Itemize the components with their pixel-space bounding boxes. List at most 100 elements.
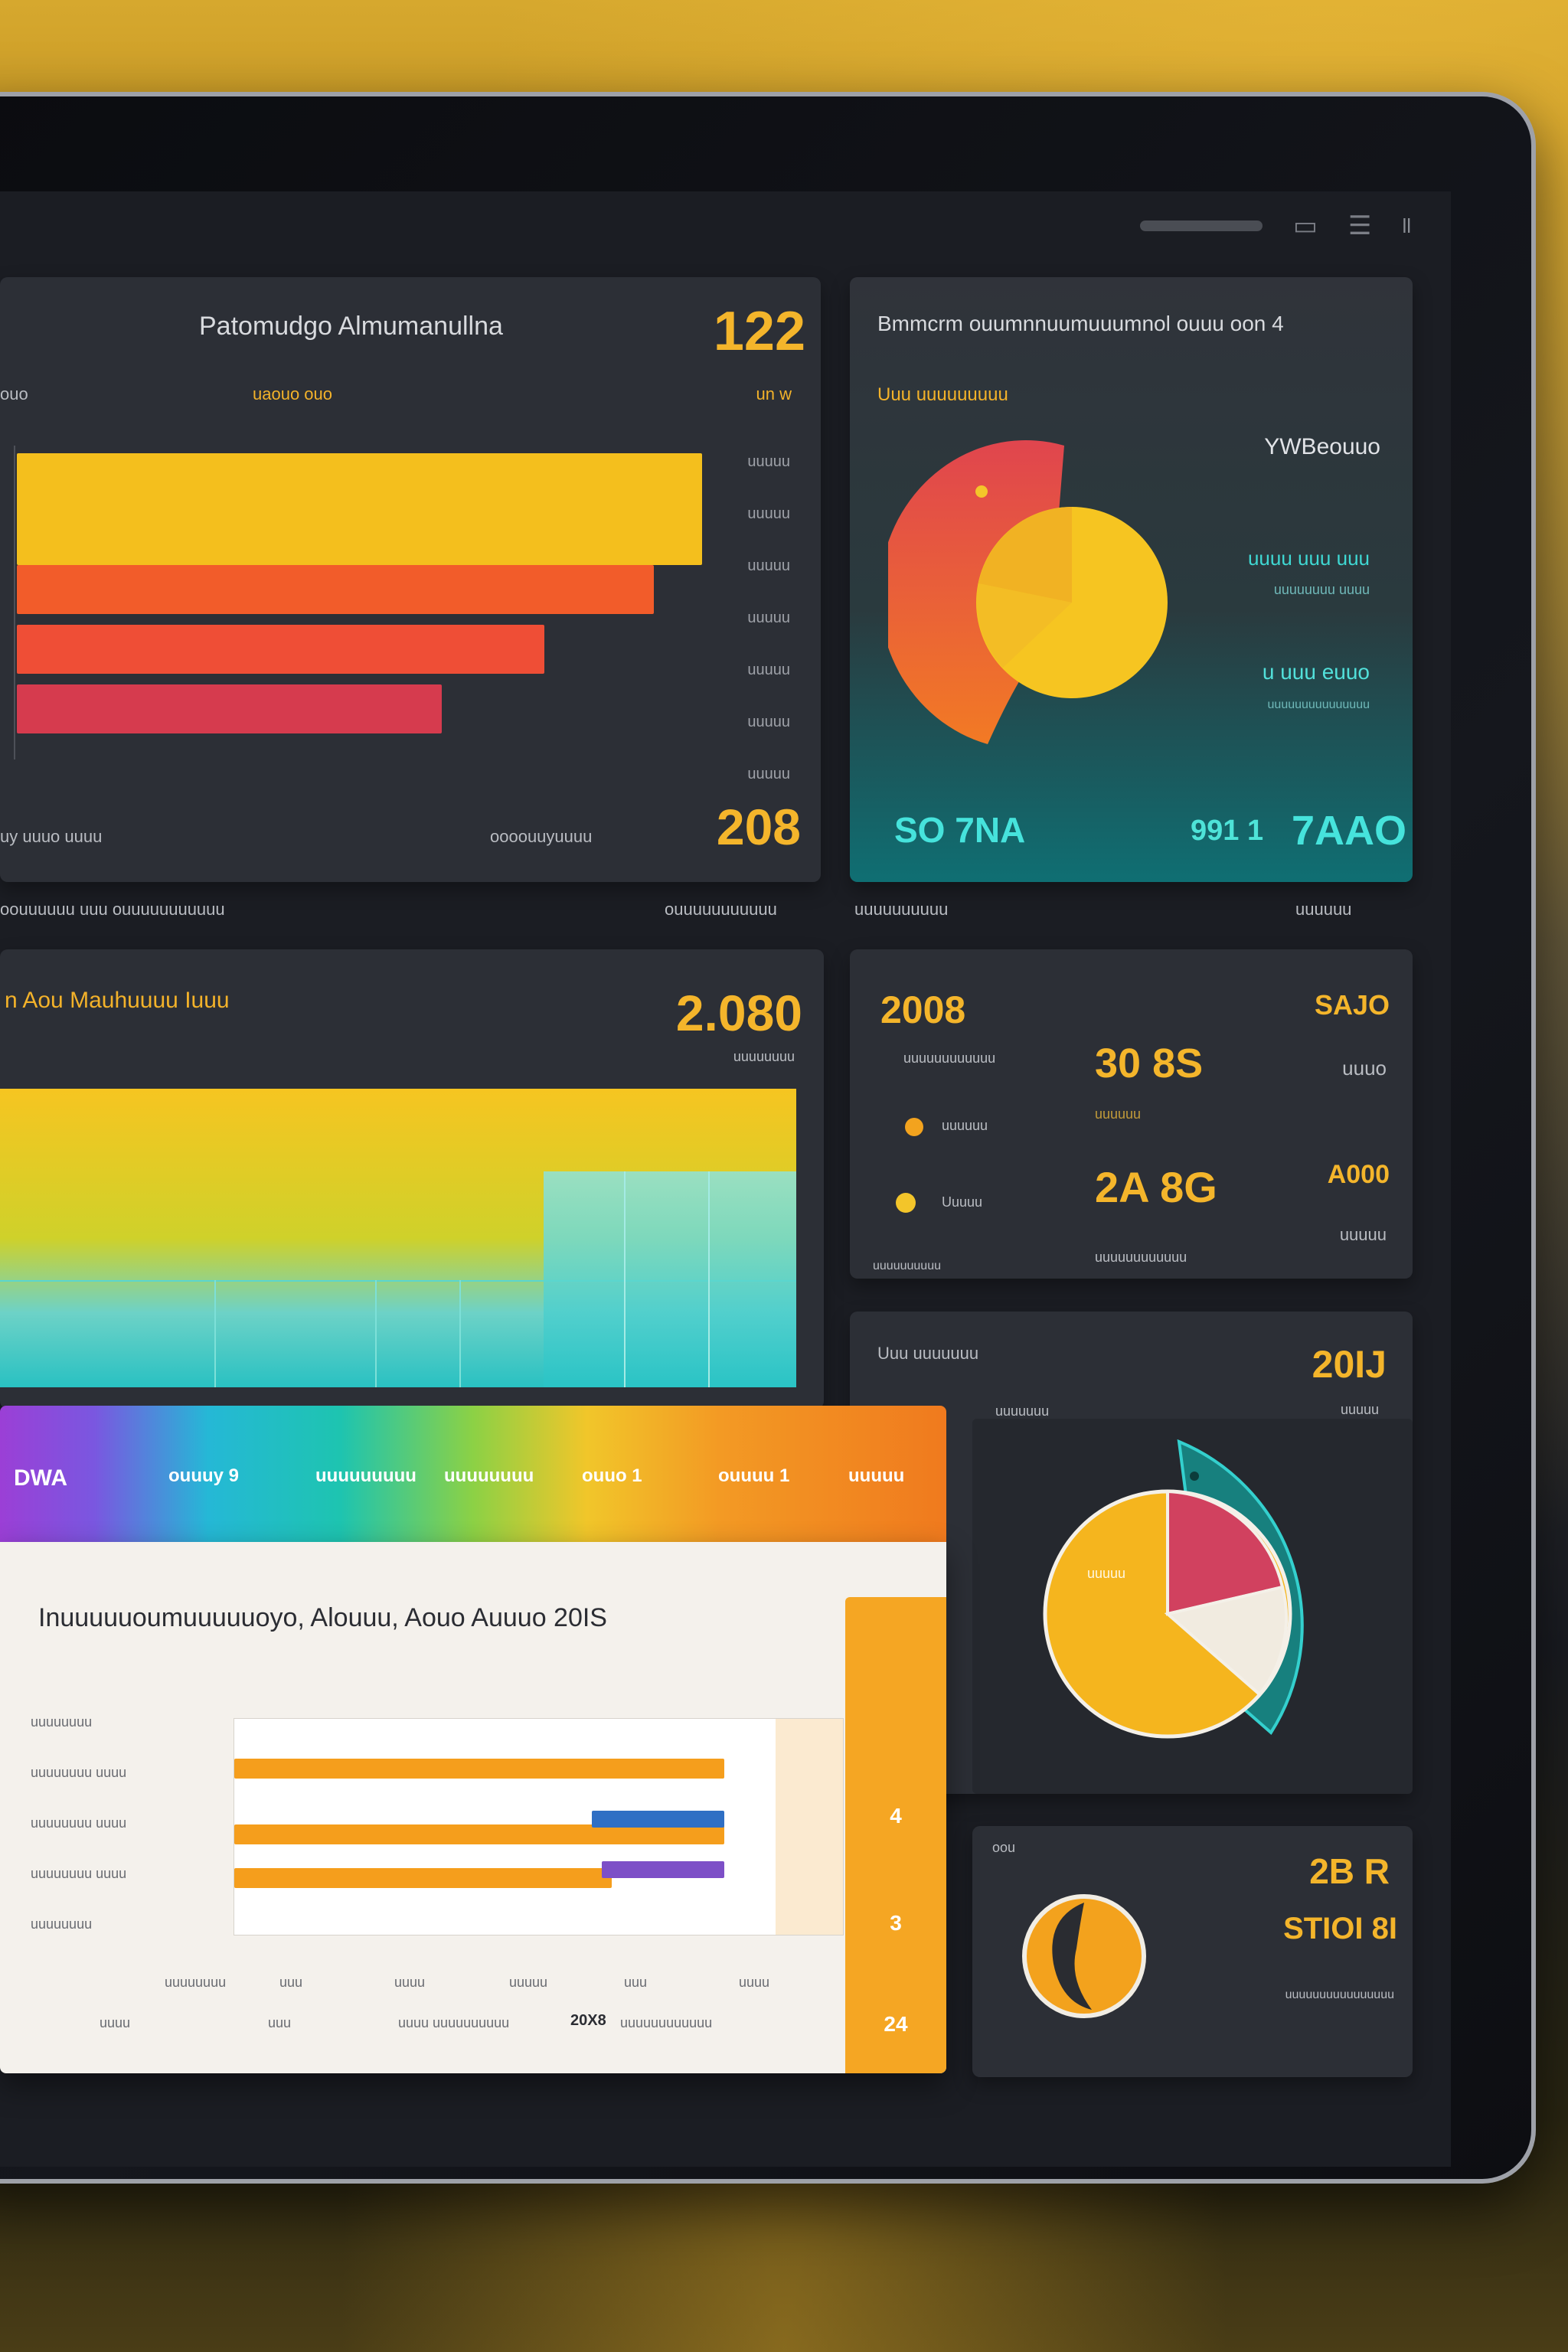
row-label: uuuuu (747, 766, 790, 782)
pie-slice-cream (1164, 1585, 1289, 1697)
grid-line-2 (375, 1280, 377, 1387)
side-item-1[interactable]: 4 (890, 1804, 902, 1828)
headline-sub: uuuuuuuu (733, 1049, 795, 1064)
stats-card[interactable]: 2008 uuuuuuuuuuuu 30 8S uuuuuu SAJO uuuo… (850, 949, 1413, 1279)
grid-line-1 (214, 1280, 216, 1387)
bar-chart-card[interactable]: Patomudgo Almumanullna 122 ouo uaouo ouo… (0, 277, 821, 882)
headline-number: 2.080 (675, 985, 802, 1041)
footer-mid: uuu (268, 2015, 292, 2030)
card1-caption-left: oouuuuuu uuu ouuuuuuuuuuu (0, 900, 225, 919)
window-icon[interactable]: ▭ (1292, 211, 1318, 240)
headline-number: 2B R (1309, 1851, 1390, 1891)
stat-e-sub: uuuuu (1339, 1225, 1387, 1244)
row-label: uuuuu (747, 505, 790, 522)
headline-number: 122 (713, 301, 805, 362)
panel-bar-3[interactable] (234, 1824, 724, 1844)
tab-6[interactable]: uuuuu (848, 1465, 905, 1486)
legend-label: uuuuuuu (995, 1403, 1050, 1419)
panel-bar-4[interactable] (234, 1868, 612, 1888)
card2-caption-left: uuuuuuuuuu (854, 900, 949, 919)
side-item-2[interactable]: 3 (890, 1911, 902, 1935)
report-panel[interactable]: Inuuuuuoumuuuuuoyo, Alouuu, Aouo Auuuo 2… (0, 1542, 946, 2073)
bar-2[interactable] (17, 565, 654, 614)
grid-line-5 (708, 1171, 710, 1387)
x-label: uuu (624, 1975, 648, 1990)
headline-sub: uuuuu (1340, 1402, 1379, 1417)
pie-chart-card[interactable]: Bmmcrm ouumnnuumuuumnol ouuu oon 4 Uuu u… (850, 277, 1413, 882)
left-label: ouo (0, 384, 28, 403)
area-chart-card[interactable]: n Aou Mauhuuuu Iuuu 2.080 uuuuuuuu (0, 949, 824, 1409)
stat-d-sub: uuuuuuuuuuuu (1095, 1250, 1187, 1265)
side-item-3[interactable]: 24 (884, 2012, 908, 2036)
column-block (544, 1171, 796, 1387)
card-subtitle: Uuu uuuuuuuuu (877, 384, 1008, 405)
panel-accent-bar-1[interactable] (592, 1811, 724, 1828)
topbar-label: ll (1402, 214, 1411, 237)
donut-hole (1052, 1903, 1092, 2010)
stat-c-sub: uuuo (1342, 1057, 1387, 1080)
grid-line-3 (459, 1280, 461, 1387)
baseline (0, 1280, 796, 1282)
footer-left: uuuuuuuuuu (873, 1259, 941, 1272)
tab-2[interactable]: uuuuuuuuu (315, 1465, 416, 1486)
y-label: uuuuuuuu (31, 1916, 93, 1932)
pie-marker (1190, 1472, 1199, 1481)
footer-left: uy uuuo uuuu (0, 827, 103, 846)
stat-d: 2A 8G (1095, 1163, 1217, 1211)
donut-ring (1022, 1894, 1146, 2018)
stat-b-sub: uuuuuu (1095, 1106, 1142, 1122)
tab-5[interactable]: ouuuu 1 (718, 1465, 790, 1486)
label-tertiary-sub: uuuuuuuuuuuuuuu (1267, 698, 1370, 711)
slice-label: uuuuu (1087, 1566, 1126, 1581)
stat-a: 2008 (880, 988, 966, 1031)
footer-number: 208 (716, 799, 801, 855)
donut-card[interactable]: oou 2B R STIOI 8I uuuuuuuuuuuuuuuu (972, 1826, 1413, 2077)
pie-card[interactable]: Uuu uuuuuuu 20IJ uuuuu uuuuuuu uuuuu (850, 1312, 1413, 1794)
row-label: uuuuu (747, 662, 790, 678)
y-label: uuuuuuuu uuuu (31, 1765, 127, 1780)
bar-1[interactable] (17, 453, 702, 565)
search-bar[interactable] (1139, 220, 1263, 231)
row-label: uuuuu (747, 453, 790, 470)
headline-number-2: STIOI 8I (1283, 1912, 1397, 1945)
footer-mid: oooouuyuuuu (490, 827, 593, 846)
bar-4[interactable] (17, 684, 442, 733)
legend-label-a: uuuuuu (942, 1118, 988, 1133)
panel-side-rail: 4 3 24 (845, 1597, 946, 2073)
pie-slice-b (976, 583, 1072, 668)
x-label: uuuuuuuu (165, 1975, 227, 1990)
pie-slice-pink (1166, 1489, 1285, 1616)
pie-chart (888, 440, 1168, 744)
x-label: uuuu (739, 1975, 770, 1990)
menu-icon[interactable]: ☰ (1348, 211, 1372, 240)
label-tertiary: u uuu euuo (1262, 660, 1370, 684)
legend-label-b: Uuuuu (942, 1194, 983, 1210)
panel-title: Inuuuuuoumuuuuuoyo, Alouuu, Aouo Auuuo 2… (38, 1603, 607, 1632)
rainbow-header: DWA ouuuy 9 uuuuuuuuu uuuuuuuu ouuo 1 ou… (0, 1406, 946, 1542)
pie-marker (975, 485, 988, 498)
grid-line-4 (624, 1171, 626, 1387)
panel-bar-1[interactable] (234, 1759, 724, 1779)
footer-right: uuuuuuuuuuuu (620, 2015, 713, 2030)
legend-dot-b (896, 1193, 916, 1213)
headline-number: 20IJ (1312, 1343, 1387, 1386)
bar-3[interactable] (17, 625, 544, 674)
donut-chart (1022, 1894, 1146, 2018)
tab-3[interactable]: uuuuuuuu (444, 1465, 534, 1486)
stat-c: SAJO (1314, 989, 1390, 1021)
y-label: uuuuuuuu uuuu (31, 1866, 127, 1881)
card1-caption-right: ouuuuuuuuuuu (665, 900, 777, 919)
footer-left: uuuu (100, 2015, 131, 2030)
y-label: uuuuuuuu uuuu (31, 1815, 127, 1831)
stat-e: A000 (1327, 1160, 1390, 1189)
card-title: Bmmcrm ouumnnuumuuumnol ouuu oon 4 (877, 312, 1284, 335)
tab-4[interactable]: ouuo 1 (582, 1465, 642, 1486)
tab-1[interactable]: ouuuy 9 (168, 1465, 240, 1486)
panel-accent-bar-2[interactable] (602, 1861, 724, 1878)
x-label: uuuuu (509, 1975, 548, 1990)
label-secondary-sub: uuuuuuuu uuuu (1273, 582, 1370, 597)
top-label: oou (992, 1840, 1016, 1855)
tab-brand[interactable]: DWA (14, 1465, 67, 1491)
unit-label: un w (756, 384, 792, 403)
label-primary: YWBeouuo (1264, 434, 1380, 459)
